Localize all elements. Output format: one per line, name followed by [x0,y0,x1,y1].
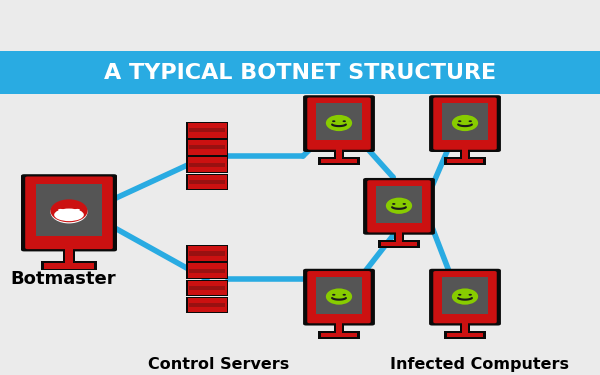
FancyBboxPatch shape [433,271,497,323]
Bar [65,248,73,263]
FancyBboxPatch shape [307,98,371,150]
Bar [336,322,342,333]
Bar [462,322,468,333]
Bar [442,103,488,140]
Bar [63,248,75,264]
Circle shape [469,120,472,122]
Text: Control Servers: Control Servers [148,357,290,372]
Bar [316,277,362,314]
FancyBboxPatch shape [367,180,431,232]
Circle shape [458,294,461,296]
Bar [187,140,227,155]
Bar [318,158,360,165]
FancyBboxPatch shape [433,98,497,150]
Ellipse shape [326,288,352,304]
Ellipse shape [74,209,80,212]
Bar [186,139,228,156]
FancyBboxPatch shape [307,271,371,323]
FancyBboxPatch shape [21,174,117,251]
Bar [186,245,228,262]
Bar [44,263,94,268]
Bar [187,298,227,312]
Bar [336,148,342,159]
Circle shape [332,294,335,296]
Bar [444,158,486,165]
FancyBboxPatch shape [303,269,375,326]
Bar [396,231,402,242]
Circle shape [403,203,406,205]
Text: Infected Computers: Infected Computers [391,357,569,372]
Bar [187,174,227,189]
Bar [322,333,356,337]
Bar [462,148,468,159]
Bar [448,159,482,163]
Ellipse shape [452,288,478,304]
Bar [394,231,404,243]
Bar [460,148,470,160]
Bar [186,156,228,173]
Bar [318,331,360,339]
FancyBboxPatch shape [303,95,375,152]
FancyBboxPatch shape [429,269,501,326]
Bar [190,163,225,166]
Circle shape [343,294,346,296]
Bar [0,51,600,94]
Ellipse shape [58,209,64,212]
Ellipse shape [326,115,352,131]
Bar [442,277,488,314]
Bar [186,262,228,279]
Bar [190,303,225,307]
Bar [190,146,225,150]
FancyBboxPatch shape [25,177,113,249]
Circle shape [332,120,335,122]
Bar [334,322,344,334]
Text: A TYPICAL BOTNET STRUCTURE: A TYPICAL BOTNET STRUCTURE [104,63,496,82]
Bar [190,128,225,132]
Bar [186,280,228,296]
Ellipse shape [61,214,77,218]
Circle shape [469,294,472,296]
Bar [187,246,227,261]
Circle shape [343,120,346,122]
Bar [186,122,228,138]
Bar [444,331,486,339]
Bar [190,180,225,184]
Bar [316,103,362,140]
Bar [190,286,225,290]
Bar [190,268,225,273]
Bar [382,242,416,246]
Bar [460,322,470,334]
Ellipse shape [50,200,88,222]
Bar [187,123,227,138]
Circle shape [392,203,395,205]
Bar [334,148,344,160]
Bar [448,333,482,337]
Ellipse shape [54,209,84,221]
FancyBboxPatch shape [363,178,435,235]
Bar [36,184,102,236]
Ellipse shape [386,198,412,214]
Bar [186,174,228,190]
Ellipse shape [452,115,478,131]
FancyBboxPatch shape [429,95,501,152]
Bar [190,252,225,256]
Bar [187,263,227,278]
Text: Botmaster: Botmaster [10,270,116,288]
Circle shape [458,120,461,122]
Bar [378,240,420,248]
Bar [187,280,227,295]
Ellipse shape [50,201,88,223]
Bar [186,297,228,314]
Bar [322,159,356,163]
Bar [187,158,227,172]
Bar [376,186,422,223]
Bar [41,261,97,270]
